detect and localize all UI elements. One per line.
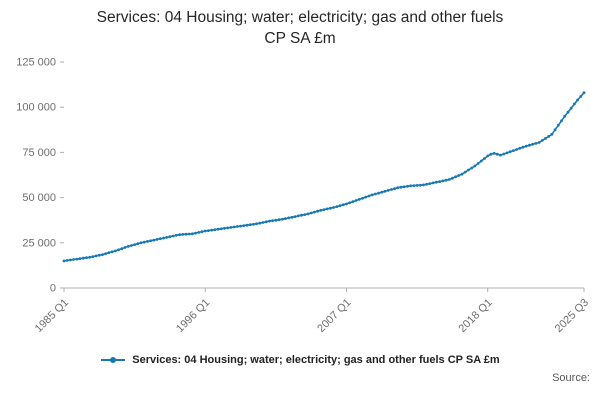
legend-line-marker <box>101 356 126 363</box>
svg-text:2007 Q1: 2007 Q1 <box>315 296 353 334</box>
svg-text:25 000: 25 000 <box>22 237 56 249</box>
svg-text:125 000: 125 000 <box>16 56 56 68</box>
svg-text:75 000: 75 000 <box>22 147 56 159</box>
legend-label: Services: 04 Housing; water; electricity… <box>132 353 500 366</box>
svg-text:50 000: 50 000 <box>22 192 56 204</box>
svg-text:2018 Q1: 2018 Q1 <box>456 296 494 334</box>
line-chart: 0 25 000 50 000 75 000 100 000 125 000 1985 Q1… <box>16 56 591 334</box>
chart-title-line1: Services: 04 Housing; water; electricity… <box>96 9 504 26</box>
svg-text:2025 Q3: 2025 Q3 <box>553 296 591 334</box>
plot-area: 0 25 000 50 000 75 000 100 000 125 000 1985 Q1… <box>0 50 600 348</box>
legend: Services: 04 Housing; water; electricity… <box>0 350 600 370</box>
svg-text:100 000: 100 000 <box>16 102 56 114</box>
chart-title: Services: 04 Housing; water; electricity… <box>0 0 600 50</box>
chart-title-line2: CP SA £m <box>264 29 336 47</box>
svg-text:0: 0 <box>50 282 56 294</box>
svg-text:1985 Q1: 1985 Q1 <box>33 296 71 334</box>
svg-text:1996 Q1: 1996 Q1 <box>174 296 212 334</box>
source-label: Source: <box>552 371 590 384</box>
